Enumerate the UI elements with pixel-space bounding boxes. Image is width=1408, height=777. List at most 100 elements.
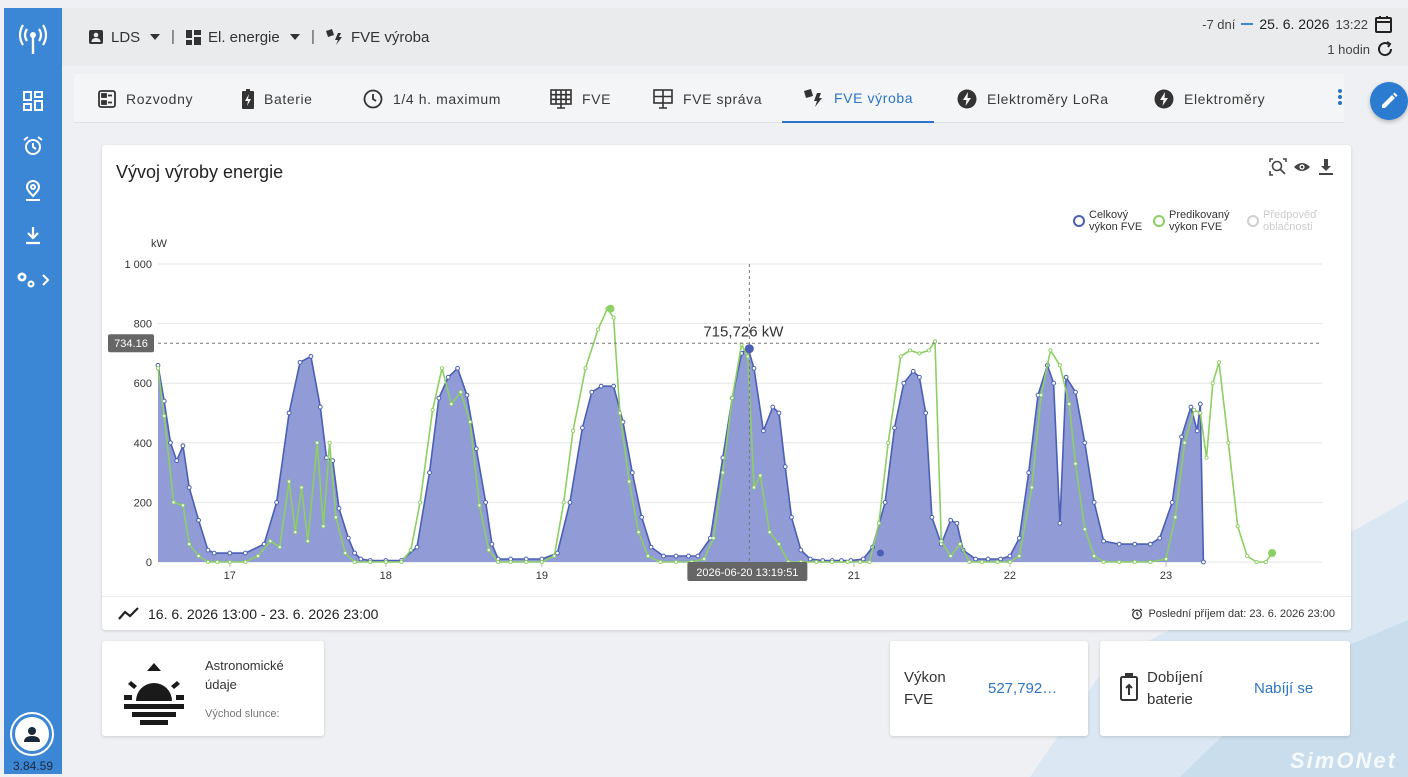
data-point-celkovy	[261, 541, 267, 547]
crumb-fve-vyroba[interactable]: FVE výroba	[326, 27, 429, 47]
eye-icon[interactable]	[1293, 158, 1311, 176]
data-point-predikovany	[1148, 559, 1153, 565]
chart-toolbar	[1269, 158, 1335, 176]
tab-quarter-maximum[interactable]: 1/4 h. maximum	[363, 74, 501, 123]
tab-label: FVE správa	[683, 90, 763, 107]
data-point-predikovany	[508, 559, 513, 565]
astro-card[interactable]: Astronomické údaje Východ slunce:	[102, 641, 324, 736]
crumb-separator: |	[311, 28, 315, 45]
calendar-edit-icon[interactable]	[1374, 14, 1394, 34]
data-point-predikovany	[205, 559, 210, 565]
download-icon[interactable]	[4, 225, 62, 245]
data-point-celkovy	[985, 556, 991, 562]
data-point-predikovany	[321, 524, 326, 529]
data-point-celkovy	[923, 410, 929, 416]
battery-card[interactable]: Dobíjení baterie Nabíjí se	[1100, 641, 1350, 736]
settings-expand-icon[interactable]	[4, 269, 62, 291]
data-point-celkovy	[901, 380, 907, 386]
data-point-predikovany	[486, 548, 491, 553]
data-point-predikovany	[418, 500, 423, 505]
download-icon[interactable]	[1317, 158, 1335, 176]
crumb-lds[interactable]: LDS	[88, 27, 161, 47]
data-point-predikovany	[979, 559, 984, 565]
data-point-celkovy	[168, 440, 173, 446]
data-point-celkovy	[1132, 541, 1138, 547]
zoom-reset-icon[interactable]	[1269, 158, 1287, 176]
tab-label: 1/4 h. maximum	[393, 90, 501, 107]
data-point-predikovany	[1132, 559, 1137, 565]
antenna-logo-icon[interactable]	[4, 22, 62, 56]
data-point-celkovy	[445, 374, 451, 380]
tab-elektromery[interactable]: Elektroměry	[1154, 74, 1265, 123]
data-point-predikovany	[673, 559, 679, 565]
brand-watermark: SimONet	[1290, 748, 1397, 773]
data-point-celkovy	[589, 389, 595, 395]
data-point-predikovany	[898, 354, 903, 359]
tab-fve-sprava[interactable]: FVE správa	[653, 74, 762, 123]
data-point-celkovy	[798, 547, 804, 553]
data-point-celkovy	[1082, 440, 1088, 446]
data-point-predikovany	[751, 485, 757, 490]
data-point-celkovy	[317, 404, 323, 410]
data-point-predikovany	[293, 530, 298, 535]
data-point-celkovy	[973, 556, 979, 562]
data-point-predikovany	[1173, 515, 1178, 520]
solar-panel-icon	[550, 88, 572, 109]
peak-marker-predikovany	[606, 304, 615, 313]
tab-fve-vyroba[interactable]: FVE výroba	[782, 74, 934, 123]
x-tick-label: 23	[1160, 570, 1172, 582]
data-point-predikovany	[776, 542, 782, 547]
data-point-celkovy	[358, 556, 364, 562]
data-point-celkovy	[1101, 538, 1106, 544]
last-received: Poslední příjem dat: 23. 6. 2026 23:00	[1131, 608, 1335, 620]
sunrise-label: Východ slunce:	[205, 708, 280, 720]
crumb-el-energie[interactable]: El. energie	[186, 27, 300, 47]
tab-baterie[interactable]: Baterie	[242, 74, 313, 123]
time-range-label: 16. 6. 2026 13:00 - 23. 6. 2026 23:00	[148, 606, 379, 622]
data-point-predikovany	[886, 440, 891, 445]
data-point-predikovany	[1073, 461, 1078, 466]
y-tick-label: 400	[134, 438, 152, 450]
fve-power-card[interactable]: Výkon FVE 527,792…	[890, 641, 1088, 736]
data-point-predikovany	[227, 559, 232, 565]
location-pin-icon[interactable]	[4, 180, 62, 202]
refresh-icon[interactable]	[1376, 40, 1394, 58]
data-point-celkovy	[1051, 380, 1057, 386]
switchboard-icon	[98, 89, 116, 108]
crumb-fve-vyroba-label: FVE výroba	[351, 28, 430, 46]
edit-fab-button[interactable]	[1370, 82, 1408, 120]
data-point-predikovany	[1092, 553, 1097, 559]
data-point-celkovy	[1016, 535, 1022, 541]
person-icon	[15, 717, 49, 751]
data-point-celkovy	[580, 425, 585, 431]
crosshair-y-badge	[108, 334, 154, 353]
legend-marker	[1247, 215, 1259, 227]
series-area-celkovy	[158, 347, 1204, 562]
alarm-icon[interactable]	[4, 135, 62, 157]
solar-panel-icon	[653, 88, 673, 109]
data-point-predikovany	[343, 551, 348, 556]
more-vert-icon[interactable]	[1337, 87, 1343, 112]
user-avatar[interactable]	[10, 712, 54, 756]
marker-celkovy	[876, 549, 884, 557]
caret-down-icon	[289, 34, 300, 40]
data-point-predikovany	[583, 366, 588, 371]
dashboard-icon[interactable]	[4, 91, 62, 111]
data-point-predikovany	[1082, 527, 1087, 532]
data-point-predikovany	[430, 407, 435, 413]
tab-elektromery-lora[interactable]: Elektroměry LoRa	[957, 74, 1109, 123]
tab-fve[interactable]: FVE	[550, 74, 611, 123]
tab-rozvodny[interactable]: Rozvodny	[98, 74, 193, 123]
data-point-celkovy	[227, 550, 233, 556]
app-version: 3.84.59	[12, 759, 54, 773]
data-point-celkovy	[174, 458, 180, 464]
date-range-picker[interactable]: -7 dní 25. 6. 2026 13:22 1 hodin	[1202, 14, 1394, 58]
data-point-predikovany	[658, 559, 663, 565]
data-point-celkovy	[686, 553, 691, 559]
battery-charging-icon	[242, 88, 254, 109]
data-point-celkovy	[414, 544, 420, 550]
data-point-celkovy	[1026, 470, 1032, 476]
data-point-celkovy	[948, 517, 954, 523]
data-point-predikovany	[1029, 485, 1034, 490]
